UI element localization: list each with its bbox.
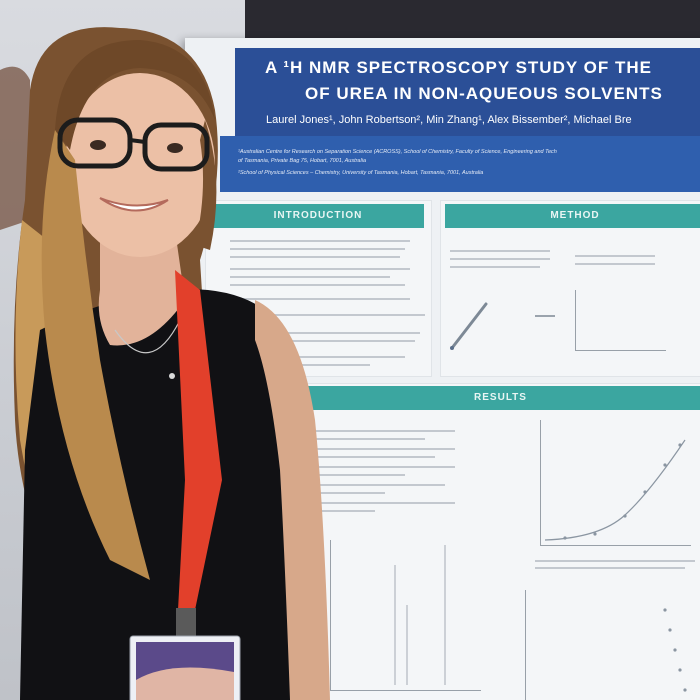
results-plot-lower-left xyxy=(330,540,481,691)
text-line xyxy=(230,240,410,242)
poster-title-band xyxy=(235,48,700,136)
text-line xyxy=(230,268,410,270)
poster-affiliation-1b: of Tasmania, Private Bag 75, Hobart, 700… xyxy=(238,158,366,164)
text-line xyxy=(450,258,550,260)
method-spectrum-sketch xyxy=(575,290,666,351)
results-peaks-lower-left xyxy=(394,545,446,685)
text-line xyxy=(305,438,425,440)
introduction-header: INTRODUCTION xyxy=(212,204,424,228)
results-plot-lower-right xyxy=(525,590,696,700)
text-line xyxy=(305,474,405,476)
poster-title-line-1: A ¹H NMR SPECTROSCOPY STUDY OF THE xyxy=(265,58,652,77)
results-header: RESULTS xyxy=(298,386,700,410)
text-line xyxy=(240,332,420,334)
method-panel xyxy=(440,200,700,377)
results-panel xyxy=(295,383,700,700)
poster-affiliation-1: ¹Australian Centre for Research on Separ… xyxy=(238,149,557,155)
text-line xyxy=(305,492,385,494)
text-line xyxy=(230,276,390,278)
text-line xyxy=(450,266,540,268)
text-line xyxy=(575,255,655,257)
poster-affiliation-band xyxy=(220,136,700,192)
nmr-tube-sketch xyxy=(450,302,555,350)
poster-affiliation-2: ²School of Physical Sciences – Chemistry… xyxy=(238,170,484,176)
text-line xyxy=(240,340,415,342)
method-header: METHOD xyxy=(445,204,700,228)
text-line xyxy=(305,466,455,468)
text-line xyxy=(305,430,455,432)
text-line xyxy=(240,356,405,358)
text-line xyxy=(230,256,400,258)
text-line xyxy=(305,510,375,512)
text-line xyxy=(240,364,370,366)
text-line xyxy=(575,263,655,265)
figure-caption-line xyxy=(535,560,695,562)
text-line xyxy=(240,314,425,316)
background-dark-panel xyxy=(245,0,700,45)
text-line xyxy=(305,456,435,458)
text-line xyxy=(450,250,550,252)
poster-title-line-2: OF UREA IN NON-AQUEOUS SOLVENTS xyxy=(305,84,663,103)
text-line xyxy=(230,248,405,250)
results-points-lower-right xyxy=(663,608,687,692)
poster-authors: Laurel Jones¹, John Robertson², Min Zhan… xyxy=(266,114,632,126)
text-line xyxy=(240,298,410,300)
results-plot-upper xyxy=(540,420,691,546)
results-curve-upper xyxy=(544,439,686,541)
text-line xyxy=(305,484,445,486)
text-line xyxy=(305,502,455,504)
figure-caption-line xyxy=(535,567,685,569)
text-line xyxy=(305,448,455,450)
text-line xyxy=(230,284,405,286)
